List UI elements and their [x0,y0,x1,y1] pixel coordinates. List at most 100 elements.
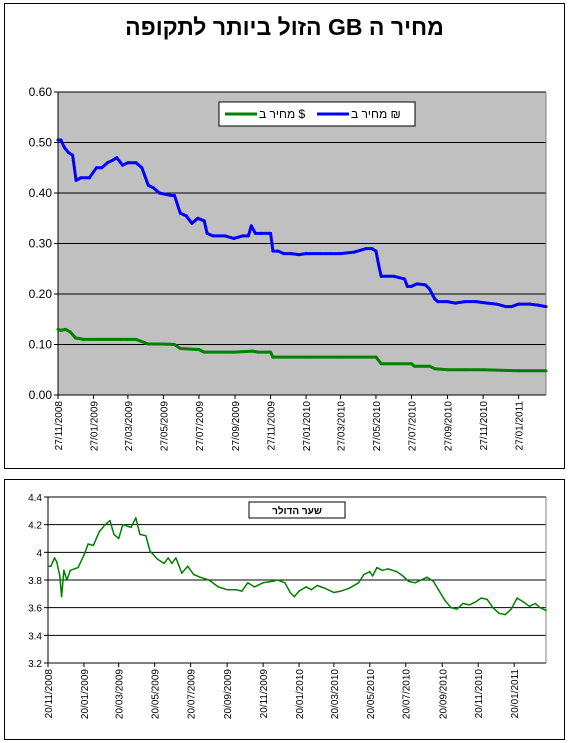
series-line-1 [57,327,546,373]
data-point [62,146,66,150]
data-point [178,347,182,351]
data-point [544,305,548,309]
x-tick-label: 27/09/2009 [231,401,242,451]
y-tick-label: 0.40 [29,186,53,200]
x-tick-label: 27/11/2010 [479,401,490,451]
data-point [271,580,273,583]
x-tick-label: 27/05/2010 [372,401,383,451]
data-point [196,216,200,220]
data-point [181,572,183,574]
data-point [504,305,508,309]
data-point [298,590,300,592]
data-point [241,590,243,592]
data-point [113,533,115,536]
data-point [387,568,389,570]
x-tick-label: 27/11/2009 [267,401,278,451]
x-tick-label: 20/07/2010 [402,669,413,719]
data-point [170,194,174,198]
data-point [117,537,120,540]
data-point [92,337,96,341]
data-point [379,274,383,278]
data-point [83,554,85,556]
dollar-rate-chart: 3.2 3.4 3.6 3.8 4 4.2 4.4 20/11/2008 20/01/2009 2… [28,493,547,719]
data-point [111,158,115,162]
data-point [202,350,206,354]
data-point [178,211,182,215]
data-point [282,252,286,256]
data-point [100,166,104,170]
y-tick-label: 3.2 [28,659,42,670]
data-point [374,355,378,359]
data-point [432,580,435,583]
data-point [241,234,245,238]
data-point [499,368,503,372]
data-point [253,231,257,235]
data-point [94,166,98,170]
data-point [517,302,521,306]
data-point [184,214,188,218]
data-point [59,138,63,142]
data-point [536,303,540,307]
data-point [446,300,450,304]
x-tick-label: 27/03/2010 [336,401,347,451]
data-point [247,582,249,584]
data-point [438,590,441,592]
data-point [77,566,79,569]
data-point [534,602,537,605]
data-point [420,579,422,581]
x-tick-label: 27/11/2008 [54,401,65,451]
title-box [248,501,346,519]
data-point [377,264,381,268]
data-point [352,250,356,254]
data-point [73,336,77,340]
data-point [79,176,83,180]
y-tick-label: 4.4 [28,493,42,504]
data-point [190,221,194,225]
data-point [56,138,60,142]
data-point [453,301,457,305]
gb-price-chart: 0.00 0.10 0.20 0.30 0.40 0.50 0.60 27/11/2008 27… [29,85,548,451]
data-point [456,608,458,610]
data-point [122,523,124,526]
x-tick-label: 20/01/2010 [295,669,306,719]
data-point [516,597,518,599]
x-tick-label: 20/09/2009 [223,669,234,719]
data-point [436,300,440,304]
data-point [544,369,548,373]
data-point [481,368,485,372]
y-tick-label: 0.20 [29,287,53,301]
data-point [474,300,478,304]
data-point [405,284,409,288]
x-tick-label: 20/11/2009 [259,669,270,719]
data-point [50,565,52,567]
data-point [205,231,209,235]
x-tick-label: 27/07/2010 [407,401,418,451]
y-tick-label: 3.8 [28,576,42,587]
data-point [145,534,147,537]
data-point [233,350,237,354]
data-point [175,557,177,559]
data-point [324,587,326,590]
x-tick-label: 20/01/2011 [510,669,521,719]
data-point [338,252,342,256]
data-point [66,579,68,581]
data-point [310,588,313,591]
data-point [305,586,307,588]
x-tick-label: 27/01/2009 [90,401,101,451]
data-point [217,586,220,588]
data-point [68,330,72,334]
y-tick-label: 0.00 [29,388,53,402]
data-point [374,249,378,253]
data-point [256,350,260,354]
data-point [269,350,273,354]
x-tick-label: 27/07/2009 [195,401,206,451]
data-point [402,277,406,281]
data-point [304,355,308,359]
data-point [104,523,106,526]
data-point [92,544,95,547]
data-point [392,274,396,278]
data-point [63,569,65,572]
data-point [318,252,322,256]
data-point [486,598,488,601]
dollar-rate-chart-panel: 3.2 3.4 3.6 3.8 4 4.2 4.4 20/11/2008 20/01/2009 2… [4,479,565,740]
